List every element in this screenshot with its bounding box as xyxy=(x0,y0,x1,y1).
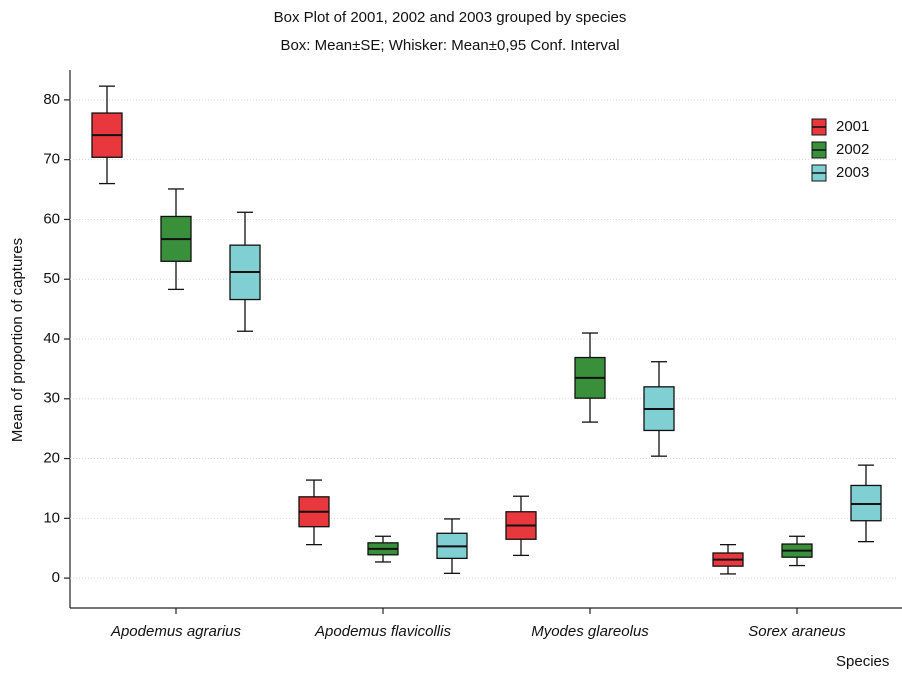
y-tick-label: 40 xyxy=(43,330,60,347)
x-axis-label: Species xyxy=(836,653,889,670)
y-tick-label: 70 xyxy=(43,151,60,168)
y-tick-label: 0 xyxy=(52,569,60,586)
y-axis-label: Mean of proportion of captures xyxy=(9,238,26,442)
legend-label: 2003 xyxy=(836,164,869,181)
chart-title: Box Plot of 2001, 2002 and 2003 grouped … xyxy=(274,9,627,26)
legend-label: 2002 xyxy=(836,141,869,158)
y-tick-label: 10 xyxy=(43,509,60,526)
y-tick-label: 60 xyxy=(43,210,60,227)
x-tick-label: Sorex araneus xyxy=(748,623,846,640)
x-tick-label: Myodes glareolus xyxy=(531,623,649,640)
y-tick-label: 30 xyxy=(43,390,60,407)
y-tick-label: 20 xyxy=(43,450,60,467)
legend-label: 2001 xyxy=(836,118,869,135)
x-tick-label: Apodemus agrarius xyxy=(110,623,242,640)
chart-subtitle: Box: Mean±SE; Whisker: Mean±0,95 Conf. I… xyxy=(280,37,619,54)
y-tick-label: 80 xyxy=(43,91,60,108)
y-tick-label: 50 xyxy=(43,270,60,287)
x-tick-label: Apodemus flavicollis xyxy=(314,623,451,640)
